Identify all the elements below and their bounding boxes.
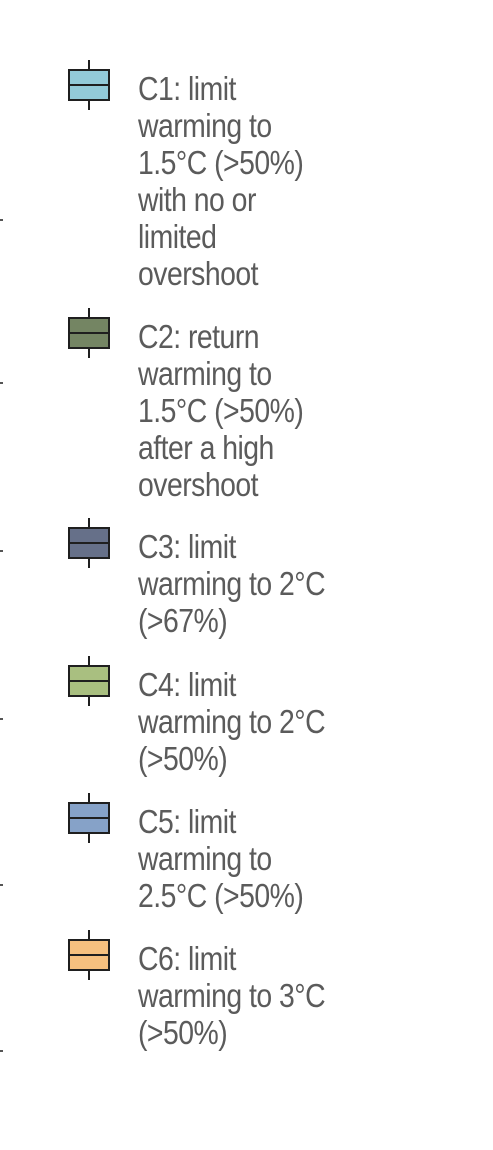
legend-label-line: (>67%) <box>138 602 228 639</box>
legend-label-line: warming to <box>138 107 272 144</box>
legend-label-c3: C3: limit warming to 2°C (>67%) <box>138 528 439 639</box>
legend-label-c6: C6: limit warming to 3°C (>50%) <box>138 940 439 1051</box>
legend-label-line: with no or <box>138 181 256 218</box>
legend-label-line: (>50%) <box>138 1014 228 1051</box>
legend-label-line: C4: limit <box>138 666 236 703</box>
legend-label-line: C2: return <box>138 318 260 355</box>
legend-label-line: limited <box>138 218 217 255</box>
legend-label-line: C3: limit <box>138 528 236 565</box>
legend-symbol-c1 <box>68 60 110 110</box>
legend-symbol-c2 <box>68 308 110 358</box>
legend-label-line: warming to 2°C <box>138 703 326 740</box>
legend-label-line: warming to <box>138 355 272 392</box>
legend-symbol-c6 <box>68 930 110 980</box>
edge-tick-mark <box>0 884 3 886</box>
edge-tick-mark <box>0 550 3 552</box>
edge-tick-mark <box>0 718 3 720</box>
legend-label-line: after a high <box>138 429 274 466</box>
legend-label-line: (>50%) <box>138 740 228 777</box>
legend-symbol-c3 <box>68 518 110 568</box>
legend-label-line: 2.5°C (>50%) <box>138 877 304 914</box>
legend-label-c2: C2: return warming to 1.5°C (>50%) after a … <box>138 318 439 503</box>
edge-tick-mark <box>0 1050 3 1052</box>
legend-label-c1: C1: limit warming to 1.5°C (>50%) with no o… <box>138 70 439 292</box>
legend-label-c4: C4: limit warming to 2°C (>50%) <box>138 666 439 777</box>
legend-label-line: warming to <box>138 840 272 877</box>
legend-label-line: 1.5°C (>50%) <box>138 144 304 181</box>
edge-tick-mark <box>0 219 3 221</box>
legend-label-line: C6: limit <box>138 940 236 977</box>
legend-label-line: warming to 3°C <box>138 977 326 1014</box>
legend-label-c5: C5: limit warming to 2.5°C (>50%) <box>138 803 439 914</box>
legend-label-line: warming to 2°C <box>138 565 326 602</box>
legend-symbol-c4 <box>68 656 110 706</box>
legend-label-line: overshoot <box>138 466 259 503</box>
legend-label-line: C1: limit <box>138 70 236 107</box>
legend-label-line: 1.5°C (>50%) <box>138 392 304 429</box>
edge-tick-mark <box>0 382 3 384</box>
legend-symbol-c5 <box>68 793 110 843</box>
legend-label-line: C5: limit <box>138 803 236 840</box>
legend-label-line: overshoot <box>138 255 259 292</box>
